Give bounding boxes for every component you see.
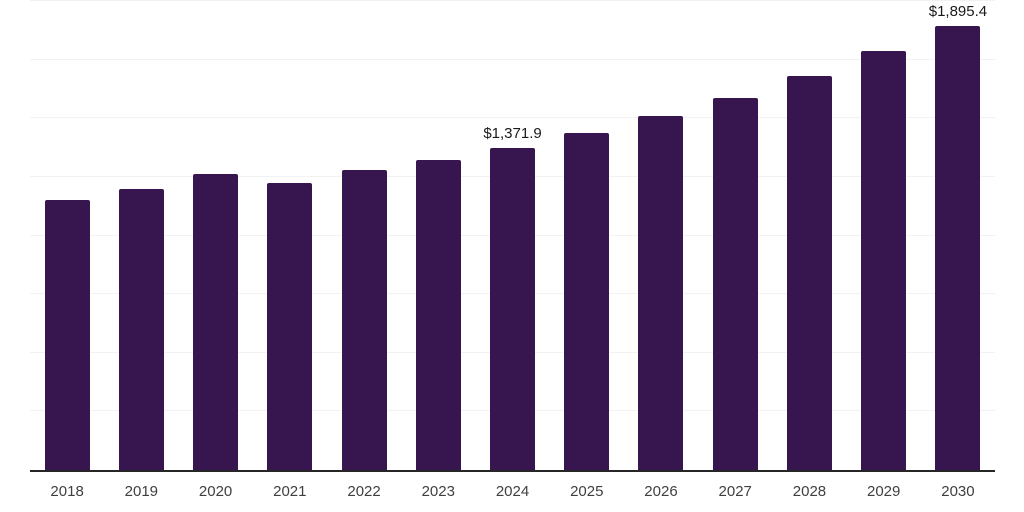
gridline-1750 [30,58,995,60]
bar-2019 [118,188,164,470]
bar-2028 [786,75,832,470]
bar-2027 [712,97,758,470]
bar-slot-2028 [772,1,846,470]
bars-row: $1,371.9 $1,895.4 [30,1,995,470]
gridline-2000 [30,0,995,1]
x-tick-2030: 2030 [941,483,975,500]
gridline-1500 [30,117,995,119]
bar-2025 [564,133,610,470]
x-tick-2029: 2029 [867,483,901,500]
data-label-2030: $1,895.4 [928,2,988,20]
bar-slot-2019 [104,1,178,470]
bar-slot-2021 [253,1,327,470]
bar-2023 [415,159,461,470]
plot-area: $1,371.9 $1,895.4 [30,0,995,472]
bar-2021 [267,182,313,470]
bar-2030 [935,25,981,470]
x-tick-2025: 2025 [570,483,604,500]
x-tick-2026: 2026 [644,483,678,500]
bar-slot-2030: $1,895.4 [921,1,995,470]
bar-2020 [193,173,239,470]
bar-2029 [861,51,907,470]
data-label-2024: $1,371.9 [483,125,542,143]
x-tick-2024: 2024 [495,483,530,500]
x-tick-2021: 2021 [273,483,307,500]
bar-2024 [490,148,536,470]
x-tick-2023: 2023 [421,483,455,500]
bar-2018 [44,199,90,470]
x-tick-2027: 2027 [718,483,752,500]
bar-2022 [341,170,387,470]
x-tick-2022: 2022 [347,483,381,500]
x-tick-2019: 2019 [124,483,159,500]
bar-slot-2023 [401,1,475,470]
bar-slot-2022 [327,1,401,470]
bar-slot-2026 [624,1,698,470]
bar-slot-2027 [698,1,772,470]
x-tick-2028: 2028 [792,483,827,500]
bar-slot-2020 [178,1,252,470]
bar-slot-2024: $1,371.9 [475,1,549,470]
x-tick-2018: 2018 [50,483,84,500]
x-axis-labels: 2018 2019 2020 2021 2022 2023 2024 2025 2026 2027… [30,482,995,502]
bar-2026 [638,116,684,470]
x-tick-2020: 2020 [198,483,233,500]
bar-slot-2025 [550,1,624,470]
bar-slot-2018 [30,1,104,470]
bar-slot-2029 [847,1,921,470]
